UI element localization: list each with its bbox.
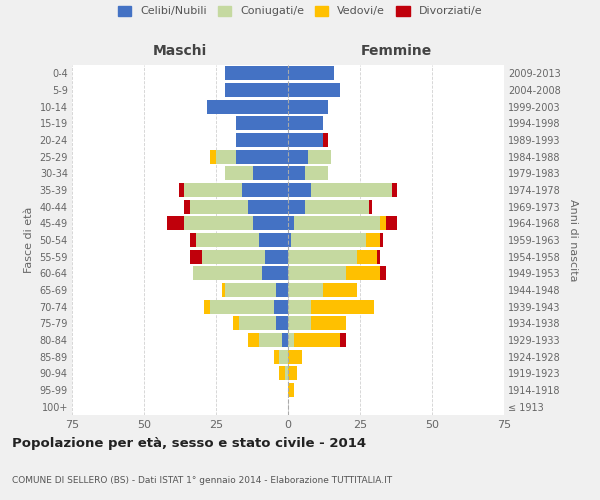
Bar (277, 283, 288, 297)
Bar (288, 133, 323, 147)
Bar (288, 266, 346, 280)
Bar (288, 233, 291, 247)
Bar (262, 266, 288, 280)
Bar (305, 200, 368, 214)
Bar (193, 266, 262, 280)
Bar (224, 66, 288, 80)
Bar (274, 350, 280, 364)
Bar (196, 233, 259, 247)
Bar (377, 250, 380, 264)
Y-axis label: Anni di nascita: Anni di nascita (568, 198, 578, 281)
Bar (288, 333, 294, 347)
Bar (288, 150, 308, 164)
Bar (253, 216, 288, 230)
Bar (224, 83, 288, 97)
Bar (288, 366, 296, 380)
Bar (288, 100, 328, 114)
Bar (265, 250, 288, 264)
Bar (216, 150, 236, 164)
Bar (285, 366, 288, 380)
Bar (288, 200, 305, 214)
Bar (288, 183, 311, 197)
Bar (288, 83, 340, 97)
Bar (311, 300, 374, 314)
Bar (288, 116, 323, 130)
Legend: Celibi/Nubili, Coniugati/e, Vedovi/e, Divorziati/e: Celibi/Nubili, Coniugati/e, Vedovi/e, Di… (118, 6, 482, 16)
Bar (184, 183, 242, 197)
Bar (288, 250, 357, 264)
Bar (239, 316, 277, 330)
Bar (277, 316, 288, 330)
Bar (248, 200, 288, 214)
Bar (288, 66, 334, 80)
Bar (380, 216, 386, 230)
Bar (224, 283, 277, 297)
Bar (288, 316, 311, 330)
Bar (190, 233, 196, 247)
Bar (190, 250, 202, 264)
Y-axis label: Fasce di età: Fasce di età (24, 207, 34, 273)
Bar (323, 133, 328, 147)
Bar (386, 216, 397, 230)
Text: COMUNE DI SELLERO (BS) - Dati ISTAT 1° gennaio 2014 - Elaborazione TUTTITALIA.IT: COMUNE DI SELLERO (BS) - Dati ISTAT 1° g… (12, 476, 392, 485)
Bar (288, 216, 294, 230)
Bar (288, 283, 323, 297)
Bar (210, 300, 274, 314)
Bar (288, 300, 311, 314)
Bar (233, 316, 239, 330)
Bar (236, 116, 288, 130)
Bar (380, 266, 386, 280)
Bar (288, 383, 294, 397)
Bar (184, 200, 190, 214)
Bar (308, 150, 331, 164)
Bar (236, 150, 288, 164)
Bar (179, 183, 184, 197)
Bar (205, 300, 210, 314)
Bar (311, 183, 392, 197)
Bar (294, 216, 380, 230)
Bar (242, 183, 288, 197)
Bar (210, 150, 216, 164)
Text: Femmine: Femmine (361, 44, 431, 58)
Bar (224, 166, 253, 180)
Bar (167, 216, 184, 230)
Bar (294, 333, 340, 347)
Bar (202, 250, 265, 264)
Bar (288, 166, 305, 180)
Bar (259, 233, 288, 247)
Bar (190, 200, 248, 214)
Bar (222, 283, 224, 297)
Bar (274, 300, 288, 314)
Bar (366, 233, 380, 247)
Text: Popolazione per età, sesso e stato civile - 2014: Popolazione per età, sesso e stato civil… (12, 437, 366, 450)
Bar (282, 333, 288, 347)
Bar (340, 333, 346, 347)
Bar (392, 183, 397, 197)
Bar (305, 166, 328, 180)
Bar (248, 333, 259, 347)
Bar (208, 100, 288, 114)
Bar (357, 250, 377, 264)
Bar (280, 350, 288, 364)
Bar (380, 233, 383, 247)
Bar (236, 133, 288, 147)
Bar (184, 216, 253, 230)
Bar (311, 316, 346, 330)
Bar (280, 366, 285, 380)
Bar (323, 283, 357, 297)
Bar (291, 233, 366, 247)
Text: Maschi: Maschi (153, 44, 207, 58)
Bar (368, 200, 371, 214)
Bar (253, 166, 288, 180)
Bar (346, 266, 380, 280)
Bar (288, 350, 302, 364)
Bar (259, 333, 282, 347)
